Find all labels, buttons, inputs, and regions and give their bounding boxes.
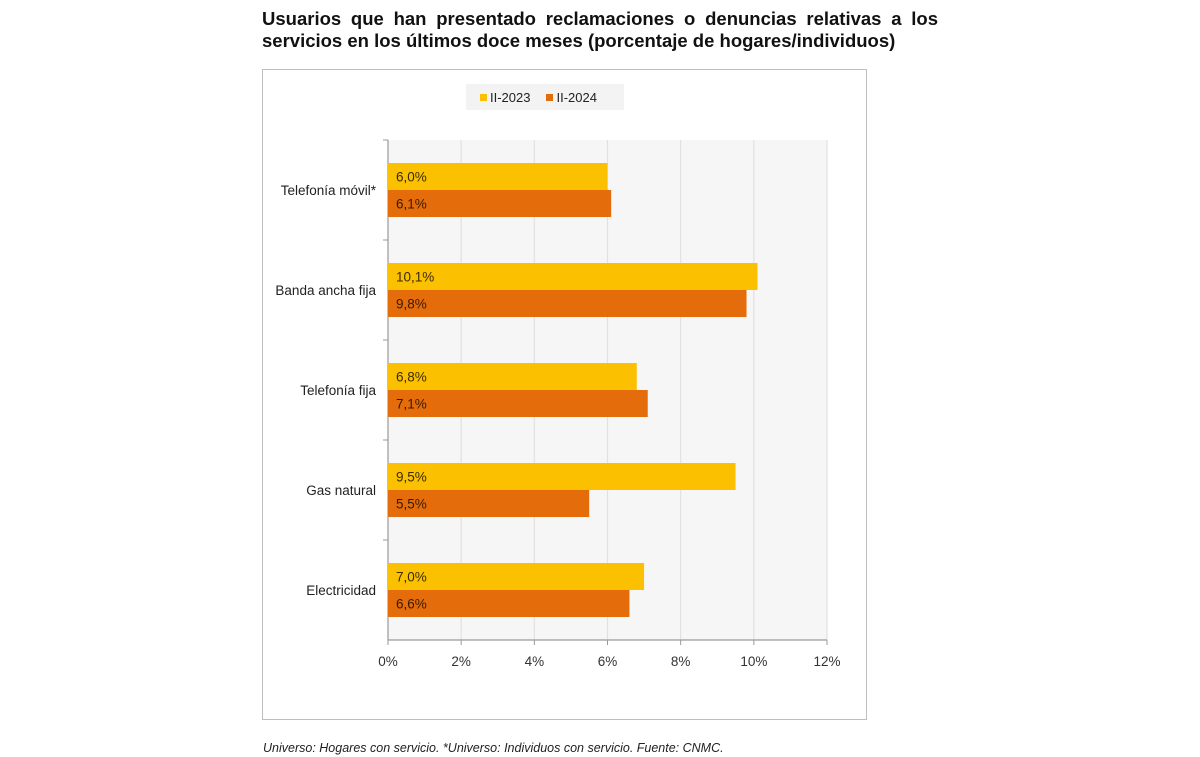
chart-title: Usuarios que han presentado reclamacione…	[262, 8, 938, 51]
data-label: 6,1%	[396, 197, 427, 212]
x-tick-label: 6%	[598, 654, 618, 669]
bar-ii-2023	[388, 263, 758, 290]
data-label: 9,5%	[396, 470, 427, 485]
x-tick-label: 8%	[671, 654, 691, 669]
category-label: Telefonía móvil*	[281, 183, 377, 198]
bar-ii-2023	[388, 363, 637, 390]
bar-ii-2024	[388, 190, 612, 217]
x-tick-label: 0%	[378, 654, 398, 669]
category-label: Banda ancha fija	[275, 283, 376, 298]
data-label: 6,8%	[396, 370, 427, 385]
category-label: Electricidad	[306, 583, 376, 598]
x-tick-label: 4%	[525, 654, 545, 669]
data-label: 5,5%	[396, 497, 427, 512]
bar-ii-2024	[388, 490, 590, 517]
category-label: Gas natural	[306, 483, 376, 498]
legend-item-ii-2024: II-2024	[546, 89, 597, 105]
legend-item-ii-2023: II-2023	[480, 90, 530, 105]
legend-swatch-ii-2023	[480, 93, 487, 101]
data-label: 6,6%	[396, 597, 427, 612]
legend-swatch-ii-2024	[546, 93, 554, 101]
x-tick-label: 10%	[740, 654, 767, 669]
x-tick-label: 12%	[813, 654, 840, 669]
bar-ii-2024	[388, 290, 747, 317]
data-label: 9,8%	[396, 297, 427, 312]
bar-ii-2024	[388, 590, 630, 617]
bar-ii-2023	[388, 563, 645, 590]
legend-label-ii-2024: II-2024	[556, 89, 597, 105]
data-label: 7,1%	[396, 397, 427, 412]
bar-ii-2023	[388, 163, 608, 190]
footnote: Universo: Hogares con servicio. *Univers…	[263, 741, 724, 755]
data-label: 7,0%	[396, 570, 427, 585]
data-label: 10,1%	[396, 270, 434, 285]
legend: II-2023 II-2024	[466, 84, 624, 110]
data-label: 6,0%	[396, 170, 427, 185]
bar-ii-2024	[388, 390, 648, 417]
bar-ii-2023	[388, 463, 736, 490]
legend-label-ii-2023: II-2023	[490, 89, 531, 105]
category-label: Telefonía fija	[300, 383, 376, 398]
x-tick-label: 2%	[451, 654, 471, 669]
